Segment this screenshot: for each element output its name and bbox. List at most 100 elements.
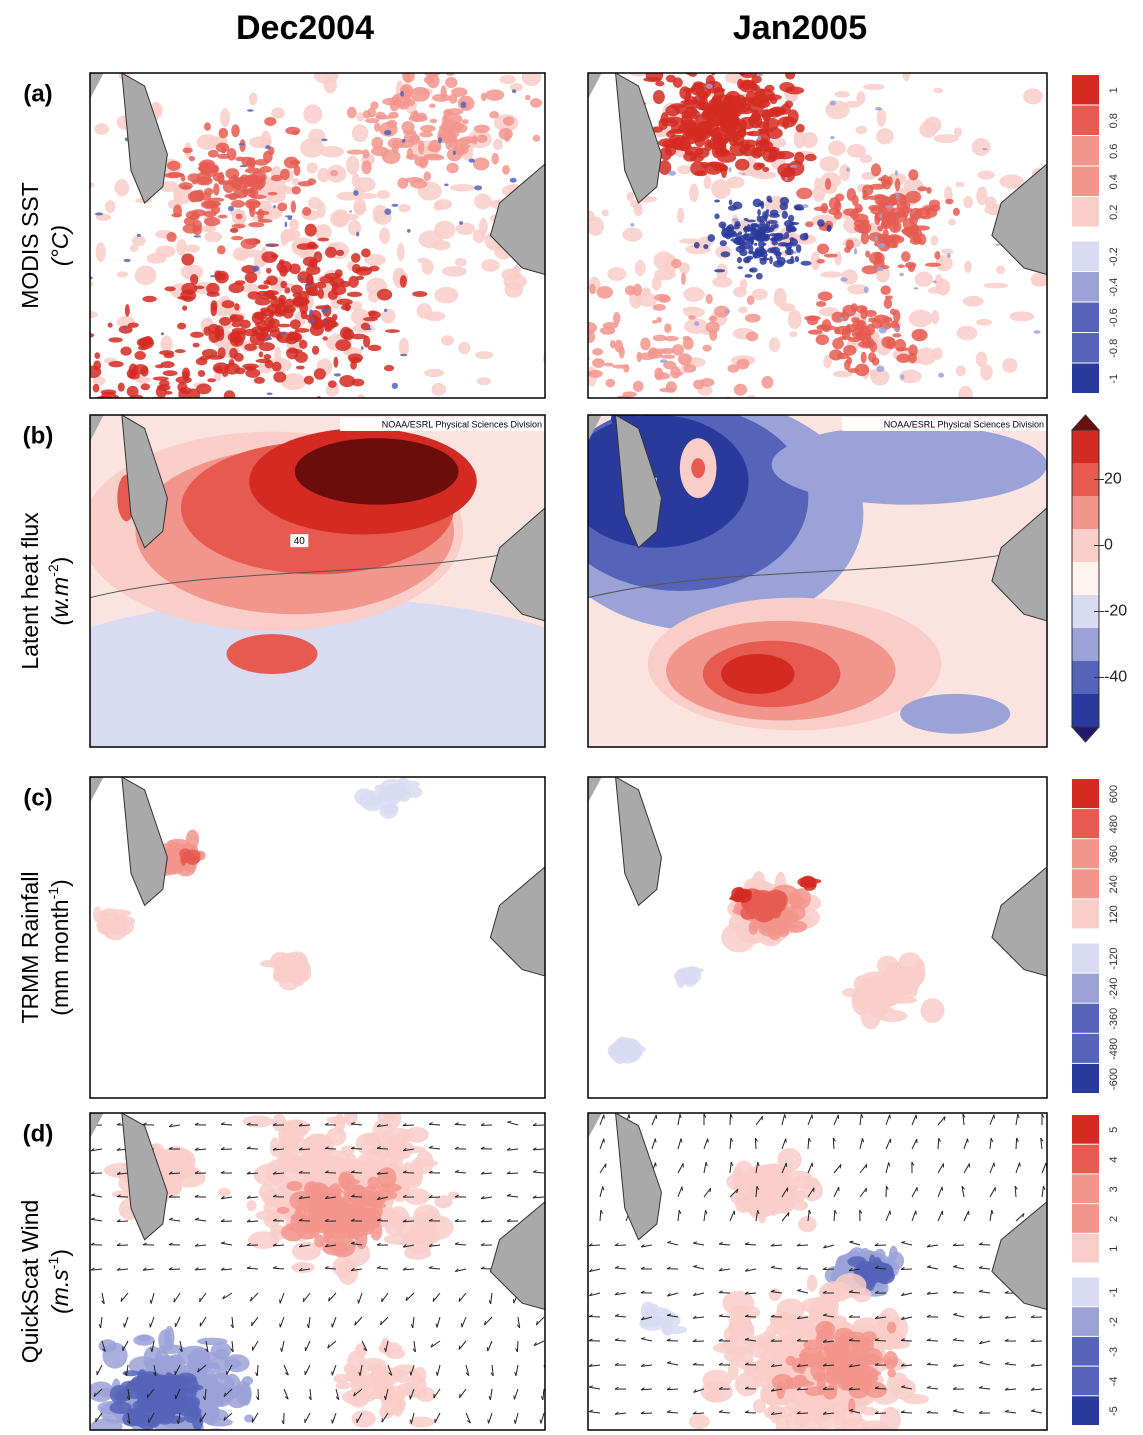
- anomaly-patch: [737, 266, 743, 269]
- anomaly-patch: [900, 374, 904, 380]
- anomaly-patch: [737, 257, 742, 263]
- anomaly-patch: [361, 248, 371, 257]
- anomaly-patch: [295, 328, 310, 333]
- anomaly-patch: [841, 269, 858, 284]
- anomaly-patch: [354, 177, 376, 192]
- anomaly-patch: [442, 114, 448, 129]
- anomaly-patch: [331, 285, 346, 295]
- anomaly-patch: [190, 53, 215, 71]
- anomaly-patch: [473, 157, 489, 170]
- anomaly-patch: [877, 109, 886, 127]
- anomaly-patch: [328, 380, 337, 387]
- anomaly-patch: [945, 199, 953, 205]
- map-panel: [87, 1107, 547, 1435]
- anomaly-patch: [400, 354, 408, 356]
- anomaly-patch: [305, 1218, 321, 1233]
- unit-part: ): [47, 557, 73, 565]
- anomaly-patch: [276, 298, 286, 308]
- anomaly-patch: [878, 243, 886, 247]
- anomaly-patch: [424, 369, 444, 377]
- anomaly-patch: [187, 173, 200, 182]
- anomaly-patch: [549, 396, 564, 403]
- anomaly-patch: [740, 63, 746, 76]
- anomaly-patch: [770, 97, 777, 104]
- anomaly-patch: [564, 401, 574, 414]
- anomaly-patch: [242, 283, 259, 292]
- anomaly-patch: [546, 393, 566, 404]
- anomaly-patch: [301, 310, 307, 319]
- anomaly-patch: [119, 325, 133, 333]
- anomaly-patch: [284, 157, 299, 169]
- anomaly-patch: [481, 93, 487, 102]
- anomaly-patch: [817, 244, 829, 255]
- anomaly-patch: [740, 61, 750, 73]
- wind-arrow-head: [866, 1164, 867, 1168]
- anomaly-patch: [713, 1342, 739, 1353]
- anomaly-patch: [251, 405, 257, 409]
- anomaly-patch: [298, 278, 305, 280]
- anomaly-patch: [220, 108, 230, 127]
- anomaly-patch: [551, 215, 559, 226]
- anomaly-patch: [257, 176, 266, 188]
- anomaly-patch: [162, 1377, 183, 1396]
- anomaly-patch: [290, 52, 301, 67]
- anomaly-patch: [746, 132, 754, 136]
- anomaly-patch: [639, 353, 655, 361]
- anomaly-patch: [1108, 365, 1110, 369]
- anomaly-patch: [368, 345, 382, 351]
- anomaly-patch: [455, 122, 461, 130]
- anomaly-patch: [834, 91, 849, 98]
- anomaly-patch: [567, 351, 574, 363]
- anomaly-patch: [256, 359, 272, 363]
- anomaly-patch: [870, 206, 882, 215]
- anomaly-patch: [879, 327, 887, 333]
- map-panel: NOAA/ESRL Physical Sciences Division-40: [542, 398, 1047, 747]
- anomaly-patch: [303, 104, 322, 123]
- anomaly-patch: [96, 242, 106, 262]
- flux-region: [900, 694, 1010, 734]
- anomaly-patch: [314, 368, 326, 380]
- anomaly-patch: [712, 143, 721, 157]
- anomaly-patch: [934, 88, 943, 93]
- anomaly-patch: [230, 228, 238, 233]
- anomaly-patch: [94, 123, 109, 135]
- anomaly-patch: [400, 275, 407, 288]
- anomaly-patch: [229, 359, 235, 366]
- anomaly-patch: [346, 156, 359, 175]
- anomaly-patch: [757, 136, 761, 141]
- anomaly-patch: [459, 221, 463, 225]
- anomaly-patch: [771, 108, 787, 116]
- anomaly-patch: [839, 164, 850, 181]
- wind-arrow-head: [812, 1115, 813, 1119]
- flux-region: [227, 634, 318, 674]
- anomaly-patch: [689, 184, 699, 203]
- colorbar-label: -0.8: [1108, 339, 1120, 358]
- anomaly-patch: [481, 259, 500, 272]
- anomaly-patch: [404, 1127, 429, 1143]
- wind-arrow-head: [280, 1299, 281, 1303]
- colorbar-label: -1: [1108, 374, 1120, 384]
- anomaly-patch: [748, 251, 755, 254]
- anomaly-patch: [503, 116, 514, 125]
- anomaly-patch: [18, 328, 34, 338]
- anomaly-patch: [338, 1172, 351, 1189]
- anomaly-patch: [371, 137, 383, 149]
- anomaly-patch: [858, 340, 874, 348]
- anomaly-patch: [93, 384, 100, 393]
- anomaly-patch: [323, 336, 328, 340]
- anomaly-patch: [1009, 311, 1034, 321]
- colorbar-segment: [1072, 809, 1099, 838]
- anomaly-patch: [271, 175, 282, 182]
- anomaly-patch: [190, 332, 204, 338]
- anomaly-patch: [876, 366, 884, 372]
- anomaly-patch: [377, 190, 391, 199]
- anomaly-patch: [901, 228, 916, 234]
- anomaly-patch: [895, 170, 898, 176]
- anomaly-patch: [914, 287, 919, 289]
- anomaly-patch: [21, 140, 31, 155]
- anomaly-patch: [243, 185, 248, 198]
- anomaly-patch: [430, 119, 438, 124]
- flux-region: [295, 438, 459, 504]
- anomaly-patch: [761, 907, 772, 916]
- anomaly-patch: [740, 119, 747, 132]
